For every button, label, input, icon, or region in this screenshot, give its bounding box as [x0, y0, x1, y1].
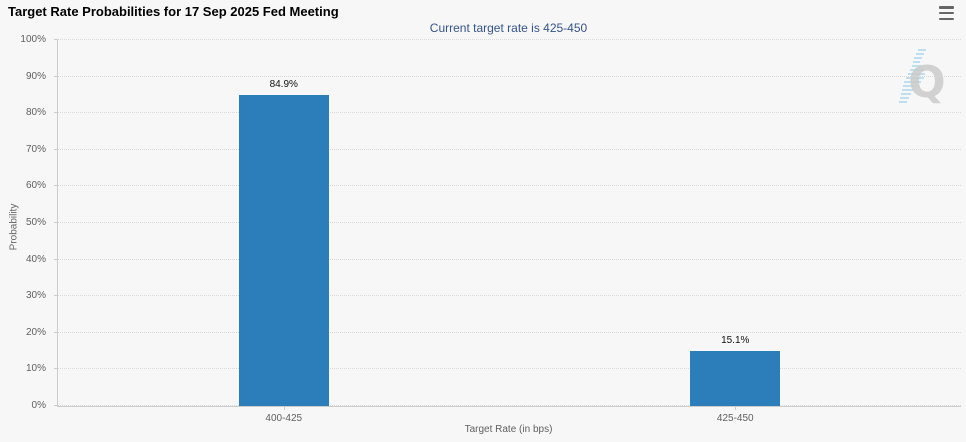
gridline	[58, 295, 961, 297]
y-axis-tick	[54, 368, 58, 370]
y-tick-label: 70%	[25, 143, 46, 155]
y-tick-label: 100%	[20, 34, 46, 45]
y-tick-label: 10%	[25, 363, 46, 375]
gridline	[58, 331, 961, 333]
y-tick-label: 50%	[25, 217, 46, 228]
gridline	[58, 405, 961, 406]
y-axis-title: Probability	[8, 203, 20, 251]
gridline	[58, 39, 961, 40]
y-axis-tick	[54, 258, 58, 260]
y-axis-tick	[54, 185, 58, 187]
hamburger-menu-icon	[939, 17, 954, 20]
y-axis-tick	[54, 75, 58, 77]
y-axis-tick	[54, 331, 58, 333]
y-axis-labels: 0% 10% 20% 30% 40% 50% 60% 70% 80% 90% 100%	[0, 34, 52, 411]
y-tick-label: 80%	[25, 107, 46, 119]
bar-425-450[interactable]	[690, 350, 781, 406]
chart-subtitle: Current target rate is 425-450	[429, 21, 588, 35]
y-tick-label: 20%	[25, 326, 46, 338]
gridline	[58, 258, 961, 260]
y-axis-tick	[54, 112, 58, 114]
x-tick-label: 425-450	[716, 413, 754, 424]
plot-area: Q 84.9% 400-425 15.1% 425-450	[54, 39, 961, 424]
x-axis-title: Target Rate (in bps)	[464, 424, 553, 435]
y-tick-label: 90%	[25, 70, 46, 82]
gridline	[58, 148, 961, 150]
gridline	[58, 368, 961, 370]
y-tick-label: 30%	[25, 290, 46, 302]
x-axis-tick	[283, 406, 285, 410]
watermark-letter: Q	[908, 57, 945, 108]
x-tick-label: 400-425	[265, 413, 303, 424]
hamburger-menu-icon	[939, 11, 954, 15]
y-tick-label: 60%	[25, 180, 46, 192]
hamburger-menu-icon	[939, 6, 954, 9]
gridline	[58, 185, 961, 187]
chart-context-menu-button[interactable]	[937, 5, 957, 21]
y-axis-tick	[54, 39, 58, 40]
gridline	[58, 75, 961, 77]
bar-400-425[interactable]	[238, 95, 329, 406]
y-axis-tick	[54, 148, 58, 150]
y-tick-label: 40%	[25, 253, 46, 265]
y-tick-label: 0%	[31, 400, 46, 411]
gridline	[58, 222, 961, 223]
gridline	[58, 112, 961, 114]
chart-title: Target Rate Probabilities for 17 Sep 202…	[8, 4, 339, 19]
bar-value-label: 15.1%	[721, 334, 750, 346]
y-axis-tick	[54, 405, 58, 406]
bar-value-label: 84.9%	[269, 79, 298, 91]
x-axis-tick	[735, 406, 737, 410]
y-axis-tick	[54, 222, 58, 223]
y-axis-tick	[54, 295, 58, 297]
